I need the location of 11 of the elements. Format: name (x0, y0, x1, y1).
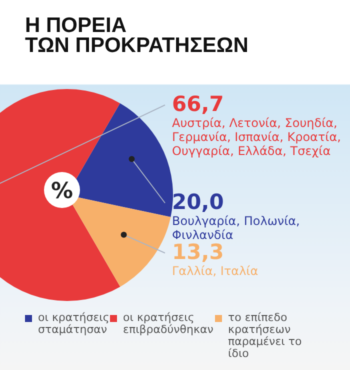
data-label: 20,0 (172, 190, 225, 214)
data-label: 13,3 (172, 240, 225, 264)
text: Γαλλία, Ιταλία (172, 264, 260, 278)
legend-label: οι κρατήσεις επιβραδύνθηκαν (123, 311, 214, 336)
text: Βουλγαρία, Πολωνία, Φινλανδία (172, 214, 301, 242)
legend-label: το επίπεδο κρατήσεων παραμένει το ίδιο (228, 311, 303, 360)
text: Αυστρία, Λετονία, Σουηδία, Γερμανία, Ισπανία, Κροατία, Ουγγαρία, Ελλάδα, Τσεχία (172, 116, 342, 158)
legend-label: οι κρατήσεις σταμάτησαν (38, 311, 110, 336)
text: % (50, 179, 74, 204)
data-label: 66,7 (172, 92, 225, 116)
chart-title: Η ΠΟΡΕΙΑ ΤΩΝ ΠΡΟΚΡΑΤΗΣΕΩΝ (25, 14, 248, 57)
